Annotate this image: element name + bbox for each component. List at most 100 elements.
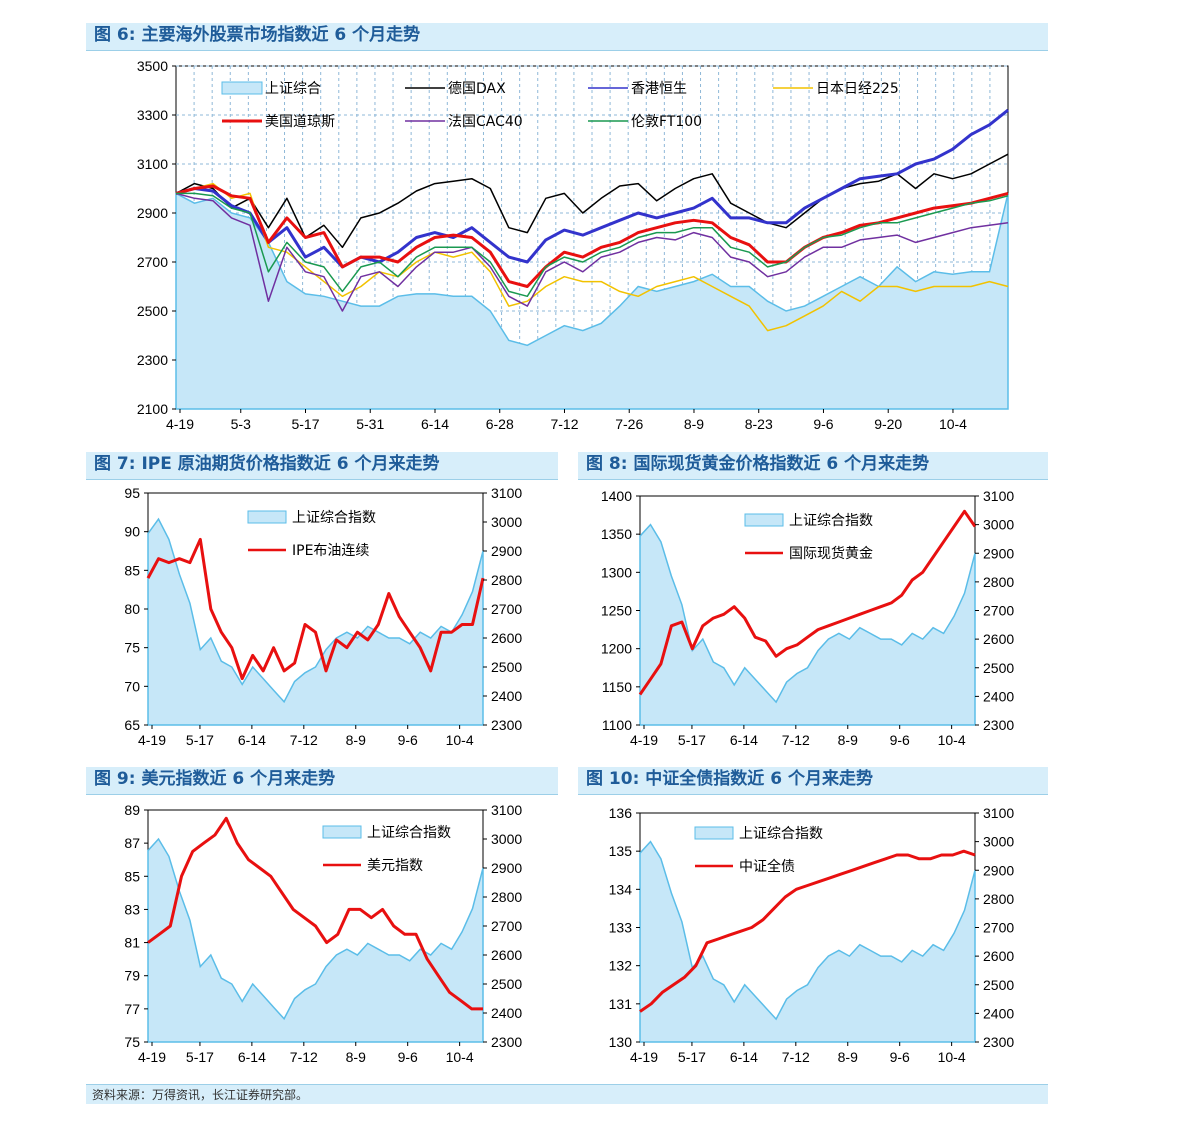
- fig6-ytick-left-5: 3100: [137, 156, 168, 172]
- fig7-ytick-left-2: 75: [124, 640, 140, 656]
- fig7-legend-swatch-0: [247, 510, 287, 524]
- fig7-xtick-3: 7-12: [290, 732, 318, 748]
- fig9-ytick-left-3: 81: [124, 935, 140, 951]
- fig7-legend-label-1: IPE布油连续: [292, 542, 369, 559]
- fig6-legend-label-2: 香港恒生: [631, 81, 687, 97]
- fig9-ytick-right-3: 2600: [491, 947, 522, 963]
- fig7-ytick-right-5: 2800: [491, 572, 522, 588]
- fig10-ytick-right-4: 2700: [983, 920, 1014, 936]
- fig10-ytick-left-2: 132: [609, 958, 633, 974]
- fig10-title: 图 10: 中证全债指数近 6 个月来走势: [578, 767, 1048, 795]
- fig8-ytick-right-4: 2700: [983, 603, 1014, 619]
- fig10-ytick-right-8: 3100: [983, 805, 1014, 821]
- fig8-ytick-left-1: 1150: [602, 679, 632, 695]
- fig9-title: 图 9: 美元指数近 6 个月来走势: [86, 767, 558, 795]
- fig10-ytick-right-0: 2300: [983, 1034, 1014, 1050]
- fig6-legend-label-1: 德国DAX: [448, 81, 506, 97]
- fig8-legend-label-0: 上证综合指数: [789, 513, 873, 529]
- fig9-ytick-right-5: 2800: [491, 889, 522, 905]
- fig10-ytick-left-3: 133: [609, 920, 633, 936]
- fig9-legend-swatch-0: [322, 825, 362, 839]
- fig8-ytick-right-5: 2800: [983, 574, 1014, 590]
- fig9-ytick-right-1: 2400: [491, 1005, 522, 1021]
- fig9-ytick-left-7: 89: [124, 802, 140, 818]
- fig8-ytick-left-0: 1100: [602, 717, 632, 733]
- fig6-ytick-left-3: 2700: [137, 254, 168, 270]
- fig10-ytick-right-5: 2800: [983, 891, 1014, 907]
- fig8-xtick-2: 6-14: [730, 732, 758, 748]
- fig7-ytick-right-1: 2400: [491, 688, 522, 704]
- fig9-ytick-right-0: 2300: [491, 1034, 522, 1050]
- fig7-ytick-right-7: 3000: [491, 514, 522, 530]
- fig6-legend-label-5: 法国CAC40: [448, 114, 523, 130]
- fig7-xtick-4: 8-9: [346, 732, 366, 748]
- fig10-legend-label-0: 上证综合指数: [739, 826, 823, 842]
- fig6-xtick-7: 7-26: [615, 416, 643, 432]
- fig7-ytick-right-6: 2900: [491, 543, 522, 559]
- fig6-xtick-1: 5-3: [231, 416, 251, 432]
- fig6-title: 图 6: 主要海外股票市场指数近 6 个月走势: [86, 23, 1048, 51]
- fig8-ytick-left-3: 1250: [601, 603, 632, 619]
- fig10-series-0-area: [639, 840, 976, 1043]
- source-note: 资料来源：万得资讯，长江证券研究部。: [86, 1084, 1048, 1104]
- fig7-ytick-right-8: 3100: [491, 485, 522, 501]
- fig9-legend-label-1: 美元指数: [367, 858, 423, 874]
- fig6-legend-label-0: 上证综合: [265, 81, 321, 97]
- fig6-ytick-left-1: 2300: [137, 352, 168, 368]
- fig7-xtick-5: 9-6: [398, 732, 418, 748]
- fig9-series-0-area: [147, 837, 484, 1043]
- fig6-series-5-line: [175, 192, 1009, 312]
- fig8-ytick-right-7: 3000: [983, 517, 1014, 533]
- fig6-chart: 2100 2300 2500 2700 2900 3100 3300 3500 4-19 5-3 5…: [137, 58, 1009, 432]
- fig10-ytick-right-3: 2600: [983, 948, 1014, 964]
- fig7-xtick-2: 6-14: [238, 732, 266, 748]
- fig8-ytick-right-6: 2900: [983, 545, 1014, 561]
- fig10-ytick-right-7: 3000: [983, 834, 1014, 850]
- fig6-ytick-left-7: 3500: [137, 58, 168, 74]
- fig8-xtick-1: 5-17: [678, 732, 706, 748]
- fig6-legend-label-6: 伦敦FT100: [631, 114, 702, 130]
- fig6-xtick-0: 4-19: [166, 416, 194, 432]
- fig9-xtick-4: 8-9: [346, 1049, 366, 1065]
- fig9-ytick-left-2: 79: [124, 968, 140, 984]
- fig10-ytick-right-6: 2900: [983, 862, 1014, 878]
- fig10-ytick-right-2: 2500: [983, 977, 1014, 993]
- fig9-legend-label-0: 上证综合指数: [367, 825, 451, 841]
- fig9-xtick-3: 7-12: [290, 1049, 318, 1065]
- fig6-xtick-9: 8-23: [745, 416, 773, 432]
- fig10-legend-swatch-0: [694, 826, 734, 840]
- fig7-ytick-left-1: 70: [124, 678, 140, 694]
- fig7-series-0-area: [147, 517, 484, 726]
- fig8-title: 图 8: 国际现货黄金价格指数近 6 个月来走势: [578, 452, 1048, 480]
- fig9-ytick-right-6: 2900: [491, 860, 522, 876]
- fig9-ytick-left-1: 77: [124, 1001, 140, 1017]
- fig9-ytick-left-4: 83: [124, 901, 140, 917]
- fig9-ytick-left-6: 87: [124, 835, 140, 851]
- fig8-ytick-right-0: 2300: [983, 717, 1014, 733]
- fig6-xtick-4: 6-14: [421, 416, 449, 432]
- fig6-xtick-2: 5-17: [291, 416, 319, 432]
- fig7-series-1-line: [146, 537, 485, 681]
- fig6-xtick-8: 8-9: [684, 416, 704, 432]
- fig8-xtick-5: 9-6: [890, 732, 910, 748]
- fig10-ytick-left-4: 134: [609, 881, 633, 897]
- fig8-legend-swatch-0: [744, 513, 784, 527]
- fig8-ytick-right-1: 2400: [983, 688, 1014, 704]
- fig9-ytick-left-5: 85: [124, 868, 140, 884]
- fig7-ytick-left-6: 95: [124, 485, 140, 501]
- fig7-title: 图 7: IPE 原油期货价格指数近 6 个月来走势: [86, 452, 558, 480]
- fig7-ytick-left-0: 65: [124, 717, 140, 733]
- fig9-xtick-1: 5-17: [186, 1049, 214, 1065]
- fig9-ytick-right-8: 3100: [491, 802, 522, 818]
- fig6-series-6-line: [176, 192, 1009, 298]
- fig7-ytick-right-3: 2600: [491, 630, 522, 646]
- fig8-ytick-right-3: 2600: [983, 631, 1014, 647]
- fig8-ytick-left-5: 1350: [601, 526, 632, 542]
- fig10-ytick-right-1: 2400: [983, 1005, 1014, 1021]
- fig6-xtick-10: 9-6: [813, 416, 833, 432]
- fig10-ytick-left-1: 131: [609, 996, 633, 1012]
- fig8-ytick-left-2: 1200: [601, 641, 632, 657]
- fig6-ytick-left-6: 3300: [137, 107, 168, 123]
- fig10-xtick-0: 4-19: [630, 1049, 658, 1065]
